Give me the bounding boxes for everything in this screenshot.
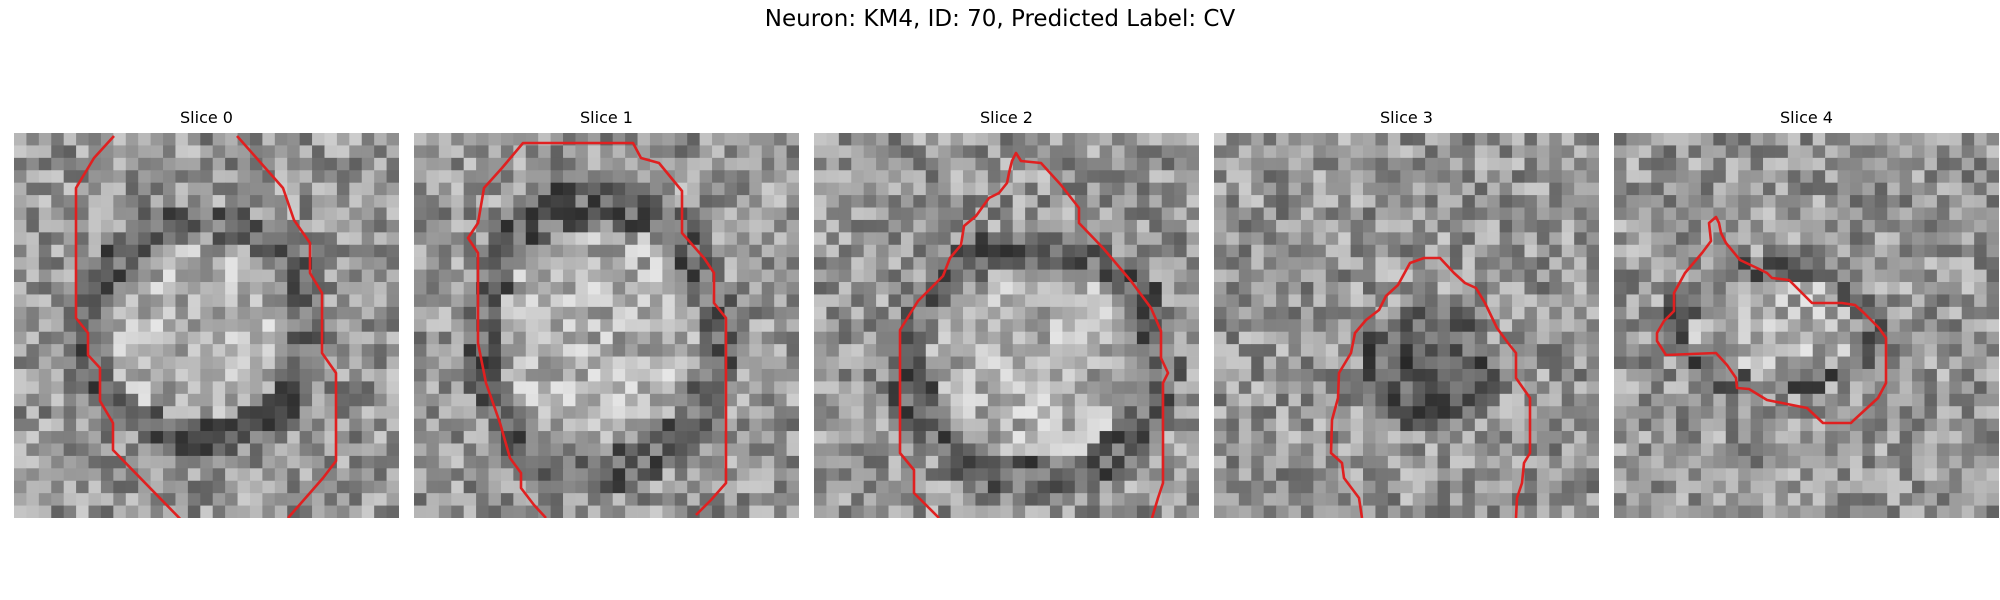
slice-image-1 <box>414 133 799 518</box>
pixel-grid <box>414 133 799 518</box>
contour-line-2-0 <box>898 151 1170 518</box>
contour-line-1-0 <box>466 141 728 518</box>
contour-line-0-1 <box>236 135 338 518</box>
pixel-grid <box>1614 133 1999 518</box>
contour-line-3-0 <box>1329 256 1532 518</box>
contour-line-4-0 <box>1655 215 1888 425</box>
slice-image-2 <box>814 133 1199 518</box>
slice-title-1: Slice 1 <box>580 108 633 127</box>
slice-title-4: Slice 4 <box>1780 108 1833 127</box>
pixel-grid <box>814 133 1199 518</box>
slice-image-0 <box>14 133 399 518</box>
slice-image-4 <box>1614 133 1999 518</box>
slice-title-0: Slice 0 <box>180 108 233 127</box>
slice-image-3 <box>1214 133 1599 518</box>
figure-title: Neuron: KM4, ID: 70, Predicted Label: CV <box>764 6 1236 32</box>
slice-title-3: Slice 3 <box>1380 108 1433 127</box>
pixel-grid <box>1214 133 1599 518</box>
contour-line-0-0 <box>74 135 182 518</box>
slice-title-2: Slice 2 <box>980 108 1033 127</box>
pixel-grid <box>14 133 399 518</box>
